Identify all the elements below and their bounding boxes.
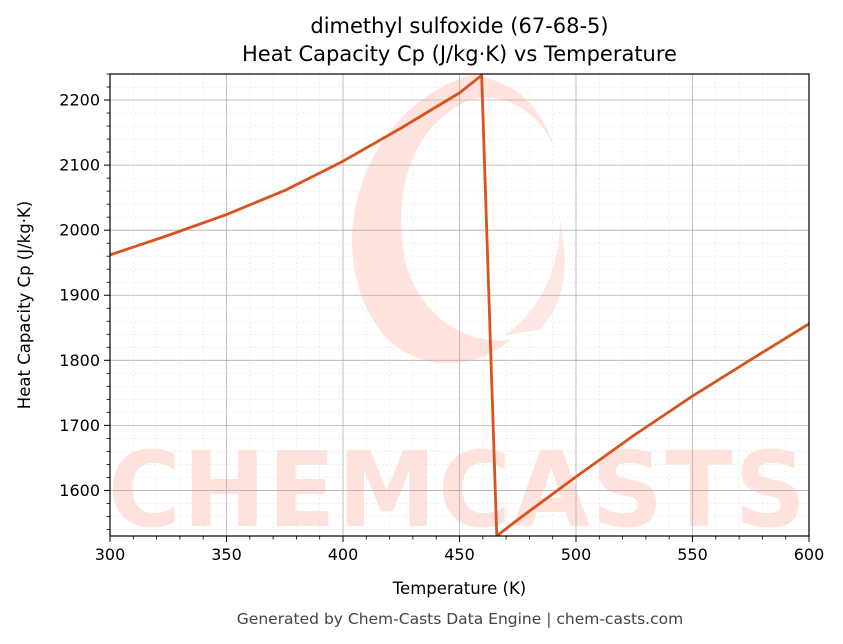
x-tick-label: 350 xyxy=(211,545,242,564)
x-tick-label: 500 xyxy=(561,545,592,564)
y-tick-label: 2100 xyxy=(59,156,100,175)
x-tick-label: 450 xyxy=(444,545,475,564)
watermark-logo: CHEMCASTS xyxy=(108,75,808,551)
y-tick-label: 1600 xyxy=(59,481,100,500)
x-tick-label: 300 xyxy=(95,545,126,564)
ticks-layer: 300 350 400 450 500 550 600 1600 1700 1800 1900 200… xyxy=(59,73,825,564)
y-tick-label: 1800 xyxy=(59,351,100,370)
y-axis-label: Heat Capacity Cp (J/kg·K) xyxy=(15,201,34,409)
x-tick-label: 550 xyxy=(677,545,708,564)
y-tick-label: 1700 xyxy=(59,416,100,435)
y-tick-label: 2200 xyxy=(59,91,100,110)
major-grid xyxy=(110,74,809,536)
watermark-swoosh-tail-icon xyxy=(505,220,565,335)
chart-subtitle: Heat Capacity Cp (J/kg·K) vs Temperature xyxy=(242,42,677,66)
x-tick-label: 400 xyxy=(328,545,359,564)
series-layer xyxy=(110,74,809,536)
watermark-swoosh-icon xyxy=(352,75,555,364)
footer-credit: Generated by Chem-Casts Data Engine | ch… xyxy=(237,610,683,628)
chart-title: dimethyl sulfoxide (67-68-5) xyxy=(310,14,608,38)
y-tick-label: 2000 xyxy=(59,221,100,240)
watermark-text: CHEMCASTS xyxy=(108,429,808,551)
x-axis-label: Temperature (K) xyxy=(392,579,526,598)
series-line xyxy=(110,74,809,536)
x-tick-label: 600 xyxy=(794,545,825,564)
y-tick-label: 1900 xyxy=(59,286,100,305)
